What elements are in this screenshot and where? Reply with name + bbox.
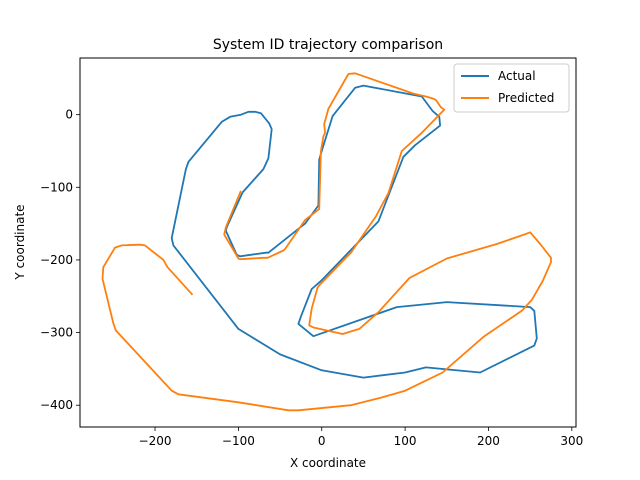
series-line-actual: [170, 84, 538, 379]
y-tick-label: −100: [40, 180, 73, 194]
legend-label-predicted: Predicted: [498, 91, 554, 105]
y-axis-label: Y coordinate: [13, 204, 27, 280]
x-tick-label: 100: [394, 434, 417, 448]
x-tick-label: 300: [560, 434, 583, 448]
x-axis-ticks: −200 −100 0 100 200 300: [139, 427, 583, 448]
x-tick-label: −200: [139, 434, 172, 448]
y-tick-label: −300: [40, 326, 73, 340]
series-layer: [101, 72, 552, 412]
legend: Actual Predicted: [453, 63, 570, 113]
x-tick-label: −100: [222, 434, 255, 448]
plot-area: [79, 57, 577, 428]
series-line-predicted: [101, 72, 552, 412]
y-tick-label: 0: [65, 108, 73, 122]
y-tick-label: −400: [40, 398, 73, 412]
axes-frame: [79, 57, 577, 428]
y-tick-label: −200: [40, 253, 73, 267]
y-axis-ticks: 0 −100 −200 −300 −400: [40, 108, 80, 412]
x-tick-label: 200: [477, 434, 500, 448]
chart-title: System ID trajectory comparison: [213, 37, 443, 53]
legend-label-actual: Actual: [498, 69, 536, 83]
x-tick-label: 0: [318, 434, 326, 448]
x-axis-label: X coordinate: [290, 456, 366, 470]
